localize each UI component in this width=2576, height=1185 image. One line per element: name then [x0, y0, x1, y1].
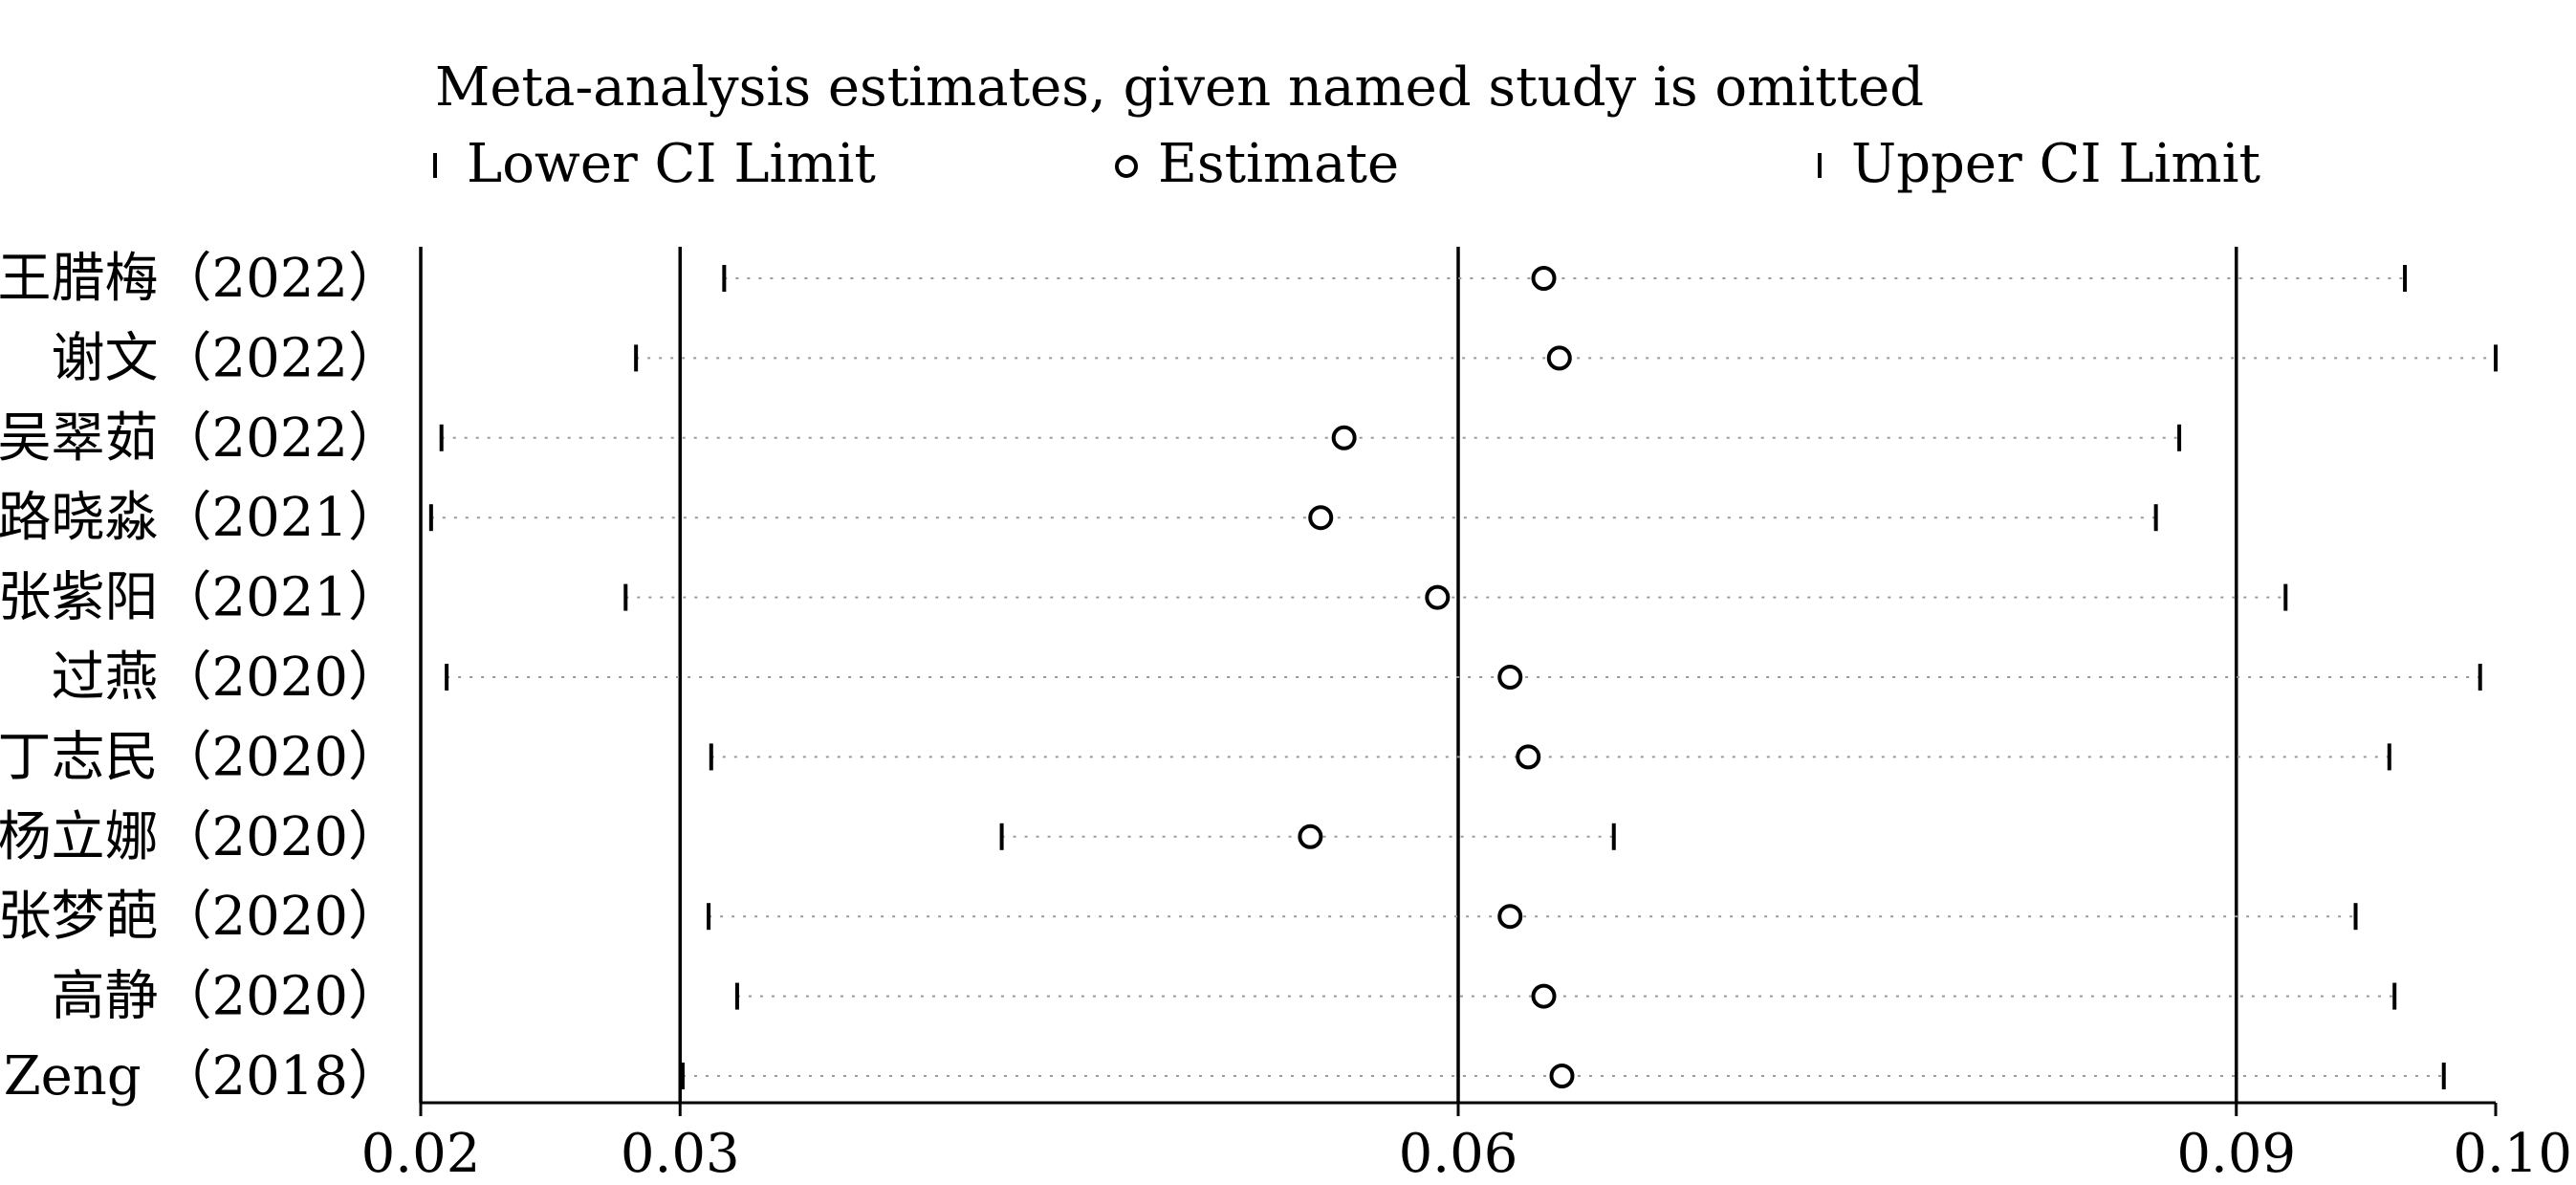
study-label: 高静（2020）	[51, 966, 402, 1028]
legend-estimate-marker	[1115, 155, 1138, 178]
study-row	[445, 664, 2482, 691]
study-label: Zeng （2018）	[4, 1045, 402, 1108]
legend-entry: Lower CI Limit	[467, 133, 876, 195]
study-row	[428, 504, 2158, 532]
estimate-marker	[1308, 505, 1334, 531]
study-row	[709, 743, 2391, 771]
estimate-marker	[1546, 345, 1572, 371]
legend-entry: Upper CI Limit	[1851, 133, 2260, 195]
study-rows	[428, 265, 2498, 1089]
estimate-marker	[1531, 266, 1557, 291]
study-label: 杨立娜（2020）	[0, 806, 402, 868]
estimate-marker	[1331, 425, 1357, 450]
study-label: 路晓淼（2021）	[0, 487, 402, 549]
study-label: 丁志民（2020）	[0, 726, 402, 788]
x-tick-label: 0.09	[2176, 1123, 2296, 1181]
study-label: 谢文（2022）	[51, 327, 402, 389]
estimate-marker	[1516, 744, 1541, 770]
study-row	[734, 982, 2397, 1010]
estimate-marker	[1497, 904, 1523, 930]
chart-title: Meta-analysis estimates, given named stu…	[435, 56, 1924, 119]
study-row	[634, 344, 2498, 372]
study-label: 过燕（2020）	[51, 647, 402, 709]
study-row	[722, 265, 2408, 292]
legend-entry: Estimate	[1158, 133, 1399, 195]
legend: Lower CI Limit Estimate Upper CI Limit	[433, 133, 2260, 195]
study-row	[707, 903, 2358, 931]
x-tick-label: 0.06	[1399, 1123, 1518, 1181]
study-row	[999, 823, 1616, 850]
study-label: 王腊梅（2022）	[0, 248, 402, 310]
study-row	[623, 583, 2288, 611]
x-tick-label: 0.10	[2453, 1123, 2572, 1181]
x-tick-label: 0.02	[361, 1123, 481, 1181]
x-tick-label: 0.03	[621, 1123, 740, 1181]
study-label: 吴翠茹（2022）	[0, 407, 402, 470]
estimate-marker	[1549, 1064, 1575, 1088]
estimate-marker	[1497, 665, 1523, 690]
study-label: 张紫阳（2021）	[0, 567, 402, 629]
study-row	[439, 424, 2182, 451]
study-labels: 王腊梅（2022） 谢文（2022） 吴翠茹（2022） 路晓淼（2021） 张紫阳（2…	[0, 248, 402, 1108]
estimate-marker	[1425, 584, 1451, 610]
study-row	[680, 1063, 2446, 1089]
study-label: 张梦葩（2020）	[0, 886, 402, 948]
estimate-marker	[1531, 983, 1557, 1009]
x-axis: 0.02 0.03 0.06 0.09 0.10	[361, 247, 2572, 1185]
estimate-marker	[1298, 823, 1323, 849]
reference-lines	[678, 247, 2238, 1103]
